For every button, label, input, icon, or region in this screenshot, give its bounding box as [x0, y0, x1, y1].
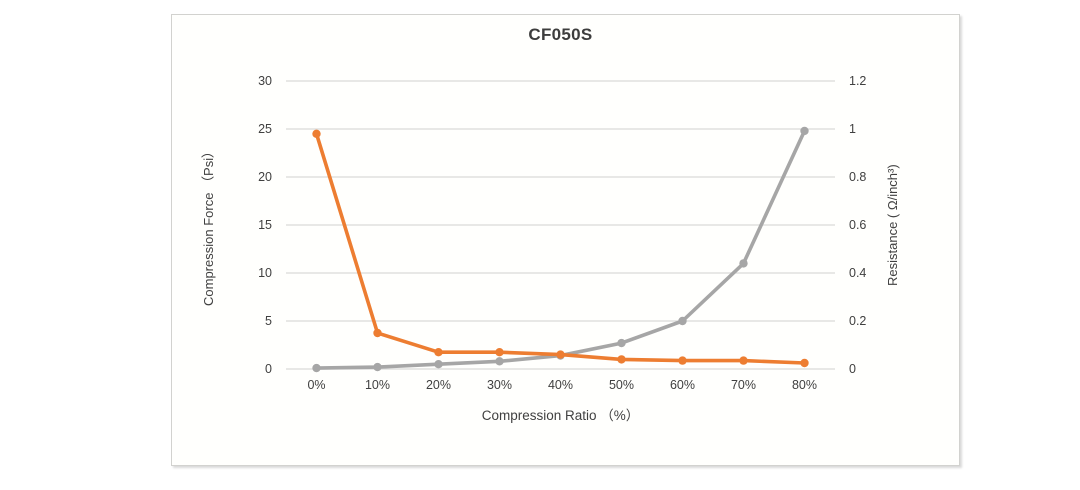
x-tick-label: 50% — [608, 378, 635, 392]
chart-title: CF050S — [528, 25, 593, 44]
y-tick-label-right: 1 — [849, 122, 856, 136]
x-tick-label: 30% — [486, 378, 513, 392]
data-point — [312, 363, 321, 373]
y-tick-label-right: 0 — [849, 362, 856, 376]
chart-plot — [286, 80, 835, 373]
y-tick-label-right: 0.2 — [849, 314, 867, 328]
y-tick-label-left: 30 — [258, 74, 272, 88]
data-point — [556, 350, 565, 359]
x-tick-label: 80% — [791, 378, 818, 392]
data-point — [312, 129, 321, 138]
x-tick-label: 60% — [669, 378, 696, 392]
y-tick-label-left: 5 — [265, 314, 272, 328]
data-point — [617, 338, 626, 348]
data-point — [434, 348, 443, 357]
data-point — [495, 348, 504, 357]
data-point — [373, 362, 382, 372]
chart-container: CF050S Compression Force （Psi） Resistanc… — [171, 14, 960, 466]
x-tick-label: 0% — [307, 378, 326, 392]
data-point — [495, 357, 504, 366]
y-tick-label-right: 0.4 — [849, 266, 867, 280]
data-point — [678, 356, 687, 365]
x-tick-label: 70% — [730, 378, 757, 392]
y-tick-label-left: 10 — [258, 266, 272, 280]
y-tick-label-right: 0.6 — [849, 218, 867, 232]
y-tick-label-left: 25 — [258, 122, 272, 136]
y-tick-label-right: 1.2 — [849, 74, 867, 88]
data-point — [739, 356, 748, 365]
data-point — [800, 126, 809, 136]
series-line-compression-force-psi — [314, 129, 807, 370]
x-tick-label: 40% — [547, 378, 574, 392]
y-tick-label-right: 0.8 — [849, 170, 867, 184]
x-axis-title: Compression Ratio （%） — [481, 408, 640, 423]
data-point — [434, 360, 443, 369]
data-point — [373, 328, 382, 338]
x-tick-label: 10% — [364, 378, 391, 392]
data-point — [678, 316, 687, 326]
y-tick-label-left: 15 — [258, 218, 272, 232]
data-point — [617, 355, 626, 364]
series-line-resistance-inch — [314, 132, 807, 365]
y-tick-label-left: 20 — [258, 170, 272, 184]
y-tick-label-left: 0 — [265, 362, 272, 376]
x-tick-label: 20% — [425, 378, 452, 392]
data-point — [739, 259, 748, 268]
data-point — [800, 358, 809, 368]
